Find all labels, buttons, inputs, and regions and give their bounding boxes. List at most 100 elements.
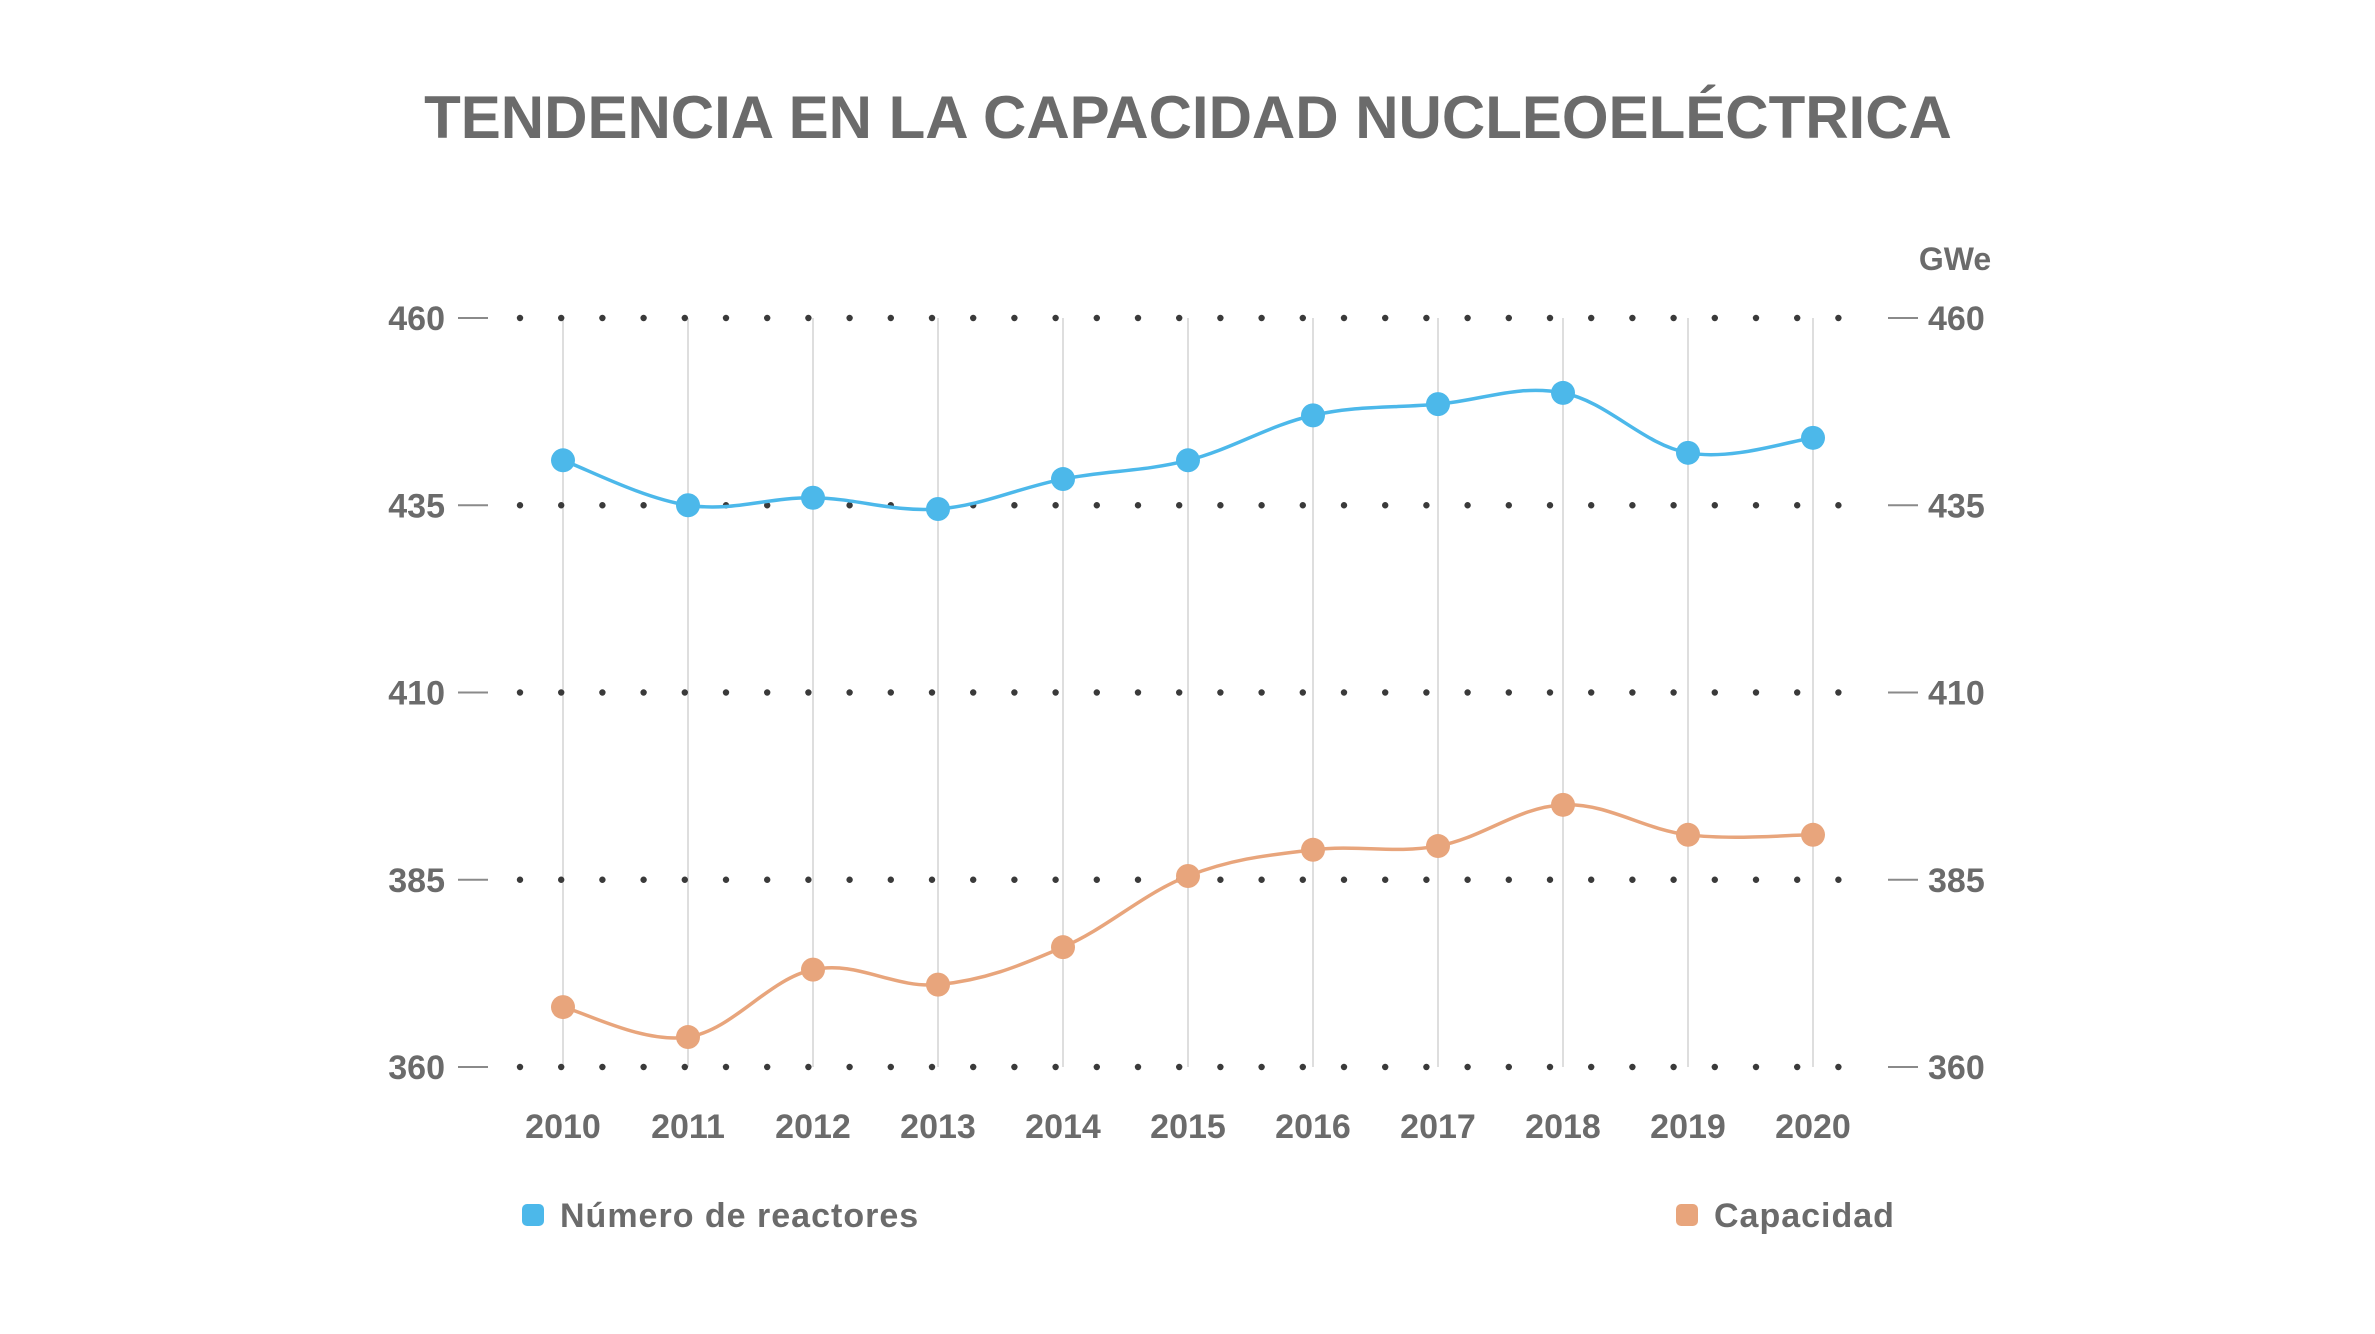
grid-dot (1588, 502, 1595, 509)
grid-dot (681, 876, 688, 883)
grid-dot (805, 689, 812, 696)
y-tick-label-left: 385 (388, 862, 445, 900)
grid-dot (681, 1063, 688, 1071)
grid-dot (1340, 876, 1348, 883)
series-reactors (551, 380, 1825, 521)
grid-dot (1134, 1063, 1142, 1071)
grid-dot (1464, 314, 1471, 322)
grid-dot (1093, 1063, 1101, 1071)
grid-dot (1670, 689, 1677, 696)
data-point-reactors (676, 493, 700, 518)
grid-dot (970, 1063, 977, 1071)
grid-dot (1340, 314, 1348, 322)
grid-dot (1052, 314, 1059, 322)
legend: Número de reactores Capacidad (522, 1197, 1894, 1235)
grid-dot (1505, 314, 1513, 322)
grid-dot (1629, 502, 1636, 509)
grid-dot (1794, 876, 1801, 883)
grid-dot (640, 689, 647, 696)
horizontal-dotted-gridlines (516, 314, 1842, 1071)
grid-dot (640, 1063, 647, 1071)
data-point-reactors (1676, 440, 1700, 465)
x-tick-label: 2018 (1525, 1108, 1601, 1146)
grid-dot (599, 1063, 606, 1071)
grid-dot (1546, 314, 1554, 322)
grid-dot (1299, 502, 1307, 509)
grid-dot (1464, 502, 1471, 509)
grid-dot (640, 502, 647, 509)
grid-dot (1340, 502, 1348, 509)
grid-dot (558, 314, 565, 322)
data-point-reactors (1301, 403, 1325, 428)
grid-dot (1176, 1063, 1183, 1071)
grid-dot (1464, 876, 1471, 883)
grid-dot (805, 314, 812, 322)
grid-dot (1464, 1063, 1471, 1071)
x-axis: 2010 2011 2012 2013 2014 2015 2016 2017 2018 2019… (525, 1108, 1851, 1146)
grid-dot (1423, 1063, 1430, 1071)
grid-dot (1711, 502, 1719, 509)
grid-dot (846, 1063, 853, 1071)
grid-dot (1299, 314, 1307, 322)
grid-dot (764, 314, 771, 322)
grid-dot (1711, 1063, 1719, 1071)
grid-dot (1752, 689, 1760, 696)
grid-dot (1505, 1063, 1513, 1071)
grid-dot (846, 689, 853, 696)
data-point-capacity (1301, 837, 1325, 862)
grid-dot (1629, 876, 1636, 883)
grid-dot (599, 689, 606, 696)
grid-dot (1629, 689, 1636, 696)
grid-dot (887, 876, 894, 883)
x-tick-label: 2012 (775, 1108, 851, 1146)
grid-dot (1299, 1063, 1307, 1071)
grid-dot (1217, 314, 1224, 322)
grid-dot (1093, 314, 1101, 322)
x-tick-label: 2010 (525, 1108, 601, 1146)
grid-dot (1670, 314, 1677, 322)
grid-dot (599, 314, 606, 322)
grid-dot (1794, 314, 1801, 322)
grid-dot (1134, 876, 1142, 883)
data-point-reactors (551, 448, 575, 473)
grid-dot (1794, 502, 1801, 509)
grid-dot (1134, 314, 1142, 322)
grid-dot (516, 502, 524, 509)
chart-title: TENDENCIA EN LA CAPACIDAD NUCLEOELÉCTRIC… (424, 84, 1952, 151)
grid-dot (887, 314, 894, 322)
legend-swatch-reactors (522, 1204, 544, 1226)
data-point-capacity (1676, 822, 1700, 847)
grid-dot (722, 689, 730, 696)
grid-dot (1176, 689, 1183, 696)
grid-dot (1794, 1063, 1801, 1071)
grid-dot (1011, 876, 1018, 883)
data-point-capacity (551, 995, 575, 1020)
x-tick-label: 2017 (1400, 1108, 1476, 1146)
grid-dot (1670, 876, 1677, 883)
right-axis-unit: GWe (1919, 241, 1991, 277)
grid-dot (1176, 314, 1183, 322)
grid-dot (1217, 1063, 1224, 1071)
data-point-reactors (926, 496, 950, 521)
series-group (551, 380, 1825, 1050)
grid-dot (1382, 502, 1389, 509)
grid-dot (1752, 876, 1760, 883)
grid-dot (516, 314, 524, 322)
x-tick-label: 2014 (1025, 1108, 1101, 1146)
grid-dot (764, 1063, 771, 1071)
grid-dot (1546, 689, 1554, 696)
grid-dot (1670, 1063, 1677, 1071)
grid-dot (1011, 1063, 1018, 1071)
grid-dot (1134, 689, 1142, 696)
grid-dot (1588, 314, 1595, 322)
x-tick-label: 2013 (900, 1108, 976, 1146)
grid-dot (846, 876, 853, 883)
grid-dot (1752, 502, 1760, 509)
grid-dot (1546, 1063, 1554, 1071)
grid-dot (846, 314, 853, 322)
y-tick-label-right: 435 (1928, 487, 1985, 525)
series-capacity (551, 792, 1825, 1050)
grid-dot (1711, 876, 1719, 883)
grid-dot (1505, 502, 1513, 509)
grid-dot (722, 314, 730, 322)
